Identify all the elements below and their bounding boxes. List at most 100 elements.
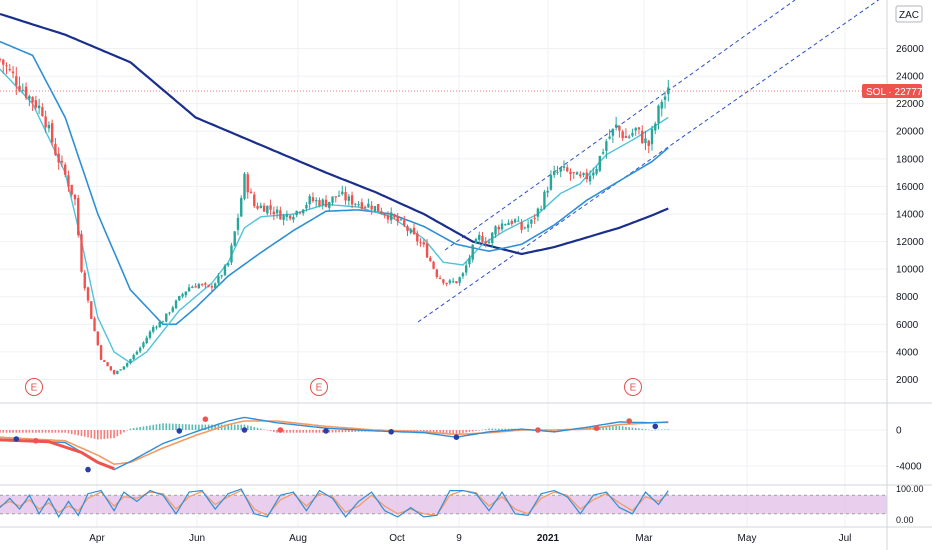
candle-body <box>559 167 562 172</box>
candle-body <box>5 65 8 67</box>
candle-body <box>644 138 647 144</box>
stochastic-indicator <box>0 488 887 519</box>
candle-body <box>344 192 347 201</box>
macd-histogram-bar <box>354 430 357 432</box>
candle-body <box>403 220 406 226</box>
candle-body <box>315 200 318 202</box>
macd-histogram-bar <box>602 426 604 430</box>
candle-body <box>106 362 109 367</box>
earnings-marker[interactable]: E <box>310 378 328 396</box>
candle-body <box>422 242 425 245</box>
candle-body <box>148 331 152 338</box>
macd-histogram-bar <box>162 423 164 430</box>
stoch-axis[interactable]: 100.00 0.00 <box>896 484 924 525</box>
macd-histogram-bar <box>171 423 174 430</box>
time-tick-label: Oct <box>389 533 405 544</box>
candle-body <box>28 96 31 99</box>
candle-body <box>210 286 214 288</box>
macd-histogram-bar <box>276 430 278 433</box>
macd-histogram-bar <box>87 430 89 438</box>
macd-histogram-bar <box>308 430 311 433</box>
macd-histogram-bar <box>233 424 236 430</box>
candle-body <box>181 294 184 297</box>
macd-histogram-bar <box>18 430 21 433</box>
candle-body <box>308 196 311 205</box>
candle-body <box>373 206 377 212</box>
macd-histogram-bar <box>328 430 331 433</box>
macd-histogram-bar <box>631 427 634 430</box>
price-axis[interactable]: 26000 24000 22000 20000 18000 16000 14000 12000… <box>896 44 924 386</box>
macd-histogram-bar <box>634 427 637 430</box>
time-tick-label: Jul <box>839 533 852 544</box>
candle-body <box>262 205 266 212</box>
candle-body <box>445 282 448 285</box>
candle-body <box>438 278 442 280</box>
candle-body <box>491 232 494 243</box>
macd-axis[interactable]: 0 -4000 <box>896 426 922 473</box>
price-tick-label: 12000 <box>896 237 924 248</box>
earnings-marker[interactable]: E <box>624 378 642 396</box>
macd-histogram-bar <box>31 430 34 433</box>
macd-histogram-bar <box>612 426 614 430</box>
candle-body <box>168 312 171 314</box>
time-tick-label: Apr <box>89 533 105 544</box>
candle-body <box>233 231 236 246</box>
macd-histogram-bar <box>618 425 621 430</box>
candle-body <box>279 210 282 220</box>
candle-body <box>217 276 220 284</box>
macd-histogram-bar <box>260 428 262 430</box>
macd-histogram-bar <box>181 424 184 430</box>
macd-histogram-bar <box>628 427 630 430</box>
candle-body <box>132 354 135 360</box>
candle-body <box>631 132 634 136</box>
macd-histogram-bar <box>188 424 190 430</box>
candle-body <box>510 221 514 224</box>
candle-body <box>500 223 504 230</box>
candle-body <box>207 284 210 287</box>
candle-body <box>390 212 393 221</box>
macd-histogram-bar <box>28 430 31 433</box>
regression-channel <box>417 0 880 323</box>
macd-histogram-bar <box>41 430 44 433</box>
candle-body <box>2 59 5 65</box>
macd-histogram-bar <box>282 430 285 433</box>
macd-histogram-bar <box>471 430 474 432</box>
candle-body <box>562 166 566 168</box>
candle-body <box>448 280 452 283</box>
candle-body <box>350 195 354 205</box>
time-axis[interactable]: Apr Jun Aug Oct 9 2021 Mar May Jul <box>89 533 851 544</box>
candle-body <box>595 168 598 174</box>
currency-badge[interactable]: ZAC <box>895 5 923 23</box>
candle-body <box>73 194 77 200</box>
macd-histogram-bar <box>641 428 644 430</box>
macd-histogram-bar <box>145 425 148 430</box>
currency-label: ZAC <box>899 10 919 21</box>
candle-body <box>37 105 41 109</box>
candle-body <box>240 197 243 217</box>
macd-histogram-bar <box>416 430 419 432</box>
candle-body <box>657 105 660 123</box>
macd-histogram-bar <box>357 430 360 432</box>
candle-body <box>67 175 70 187</box>
macd-histogram-bar <box>501 428 503 430</box>
candle-body <box>520 222 523 230</box>
candle-body <box>582 172 585 176</box>
macd-histogram-bar <box>465 430 467 433</box>
macd-histogram-bar <box>191 424 194 430</box>
macd-histogram-bar <box>621 426 624 430</box>
macd-histogram-bar <box>54 430 57 433</box>
price-tick-label: 22000 <box>896 99 924 110</box>
candle-body <box>50 123 54 143</box>
macd-histogram-bar <box>0 430 1 433</box>
macd-histogram-bar <box>429 430 432 432</box>
candle-body <box>200 284 204 286</box>
candle-body <box>536 208 540 217</box>
earnings-marker[interactable]: E <box>25 378 43 396</box>
candle-body <box>399 219 403 221</box>
macd-histogram-bar <box>15 430 18 433</box>
candle-body <box>331 196 334 203</box>
candle-body <box>637 127 641 130</box>
macd-histogram-bar <box>436 430 438 433</box>
